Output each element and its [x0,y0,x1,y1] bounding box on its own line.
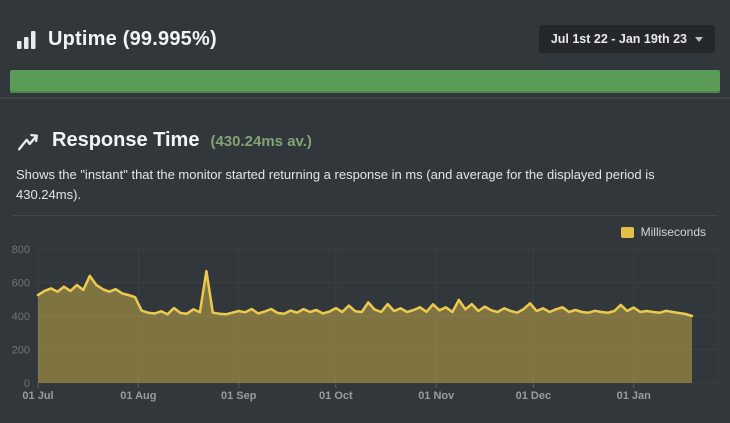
response-time-icon [17,133,38,150]
svg-text:01 Jan: 01 Jan [617,390,652,402]
response-time-chart: 0 200 400 600 800 01 Jul 01 Aug 01 Sep 01 Oct 01 … [12,244,719,402]
date-range-label: Jul 1st 22 - Jan 19th 23 [550,32,687,46]
bar-chart-icon [17,30,36,49]
response-time-title: Response Time [52,129,200,151]
svg-text:01 Sep: 01 Sep [221,390,257,402]
uptime-title: Uptime (99.995%) [48,27,217,50]
svg-text:01 Dec: 01 Dec [516,390,551,402]
svg-text:200: 200 [12,345,30,357]
chart-axis-labels: 0 200 400 600 800 01 Jul 01 Aug 01 Sep 01 Oct 01 … [12,244,651,402]
chart-divider [12,215,718,217]
response-average: (430.24ms av.) [210,133,312,150]
chart-legend[interactable]: Milliseconds [0,225,730,239]
svg-text:01 Aug: 01 Aug [120,390,156,402]
chart-series-area [36,270,694,384]
uptime-bar [10,70,720,93]
legend-label: Milliseconds [640,225,706,240]
svg-text:01 Nov: 01 Nov [418,390,455,402]
section-divider [0,97,730,99]
response-description: Shows the "instant" that the monitor sta… [16,167,655,203]
svg-text:800: 800 [12,244,30,256]
date-range-dropdown[interactable]: Jul 1st 22 - Jan 19th 23 [538,25,715,53]
uptime-header: Uptime (99.995%) Jul 1st 22 - Jan 19th 2… [0,0,730,53]
chevron-down-icon [695,36,703,42]
svg-text:01 Oct: 01 Oct [319,390,353,402]
svg-text:0: 0 [24,378,30,390]
chart-gridlines [37,248,719,384]
response-time-header: Response Time (430.24ms av.) [0,99,730,152]
svg-text:600: 600 [12,278,30,290]
legend-swatch [620,226,634,238]
svg-text:01 Jul: 01 Jul [22,390,53,402]
svg-text:400: 400 [12,311,30,323]
uptime-title-group: Uptime (99.995%) [16,28,217,51]
